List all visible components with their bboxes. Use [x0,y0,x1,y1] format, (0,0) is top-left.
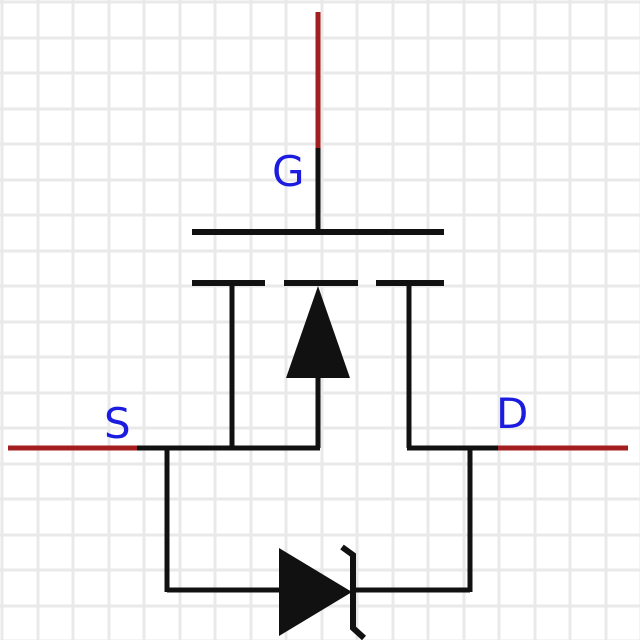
body-arrow [286,286,350,448]
body-arrow-head [286,286,350,378]
body-diode [164,446,473,640]
source-terminal: S [8,399,137,451]
zener-diode-triangle [279,548,352,636]
drain-terminal: D [496,389,628,451]
gate-terminal: G [272,12,321,232]
source-label: S [104,399,131,448]
gate-label: G [272,147,305,196]
zener-diode-bar [340,544,367,640]
drain-label: D [496,389,528,438]
